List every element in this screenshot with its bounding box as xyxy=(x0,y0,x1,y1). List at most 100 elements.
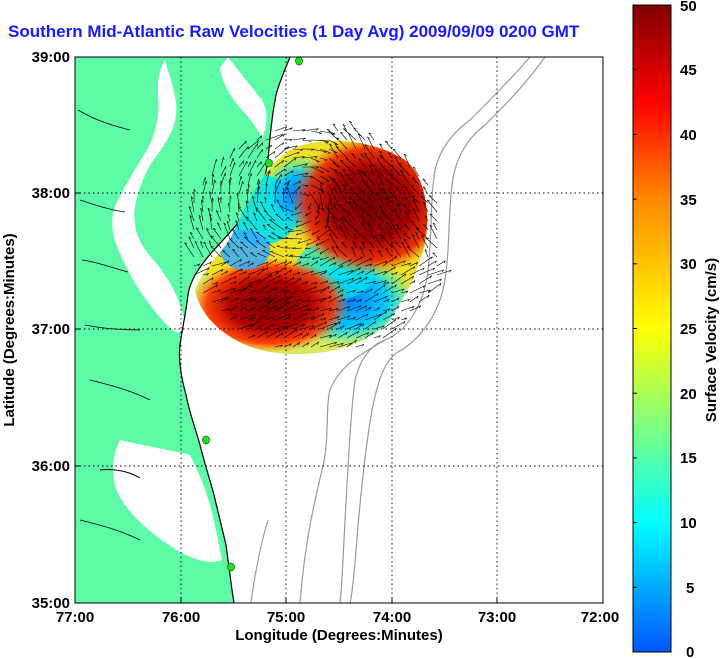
velocity-arrow xyxy=(328,166,344,176)
velocity-arrow-head xyxy=(220,180,223,184)
velocity-arrow-head xyxy=(207,267,210,271)
x-tick-label: 76:00 xyxy=(162,609,200,626)
velocity-arrow-head xyxy=(287,301,290,305)
velocity-arrow-head xyxy=(278,329,281,333)
velocity-arrow xyxy=(310,307,320,312)
colorbar-tick-label: 10 xyxy=(680,515,697,532)
velocity-arrow-head xyxy=(206,273,210,276)
velocity-arrow xyxy=(418,289,431,294)
velocity-arrow xyxy=(256,161,262,168)
velocity-arrow xyxy=(369,164,375,177)
velocity-arrow xyxy=(406,246,420,258)
velocity-arrow-head xyxy=(333,196,337,199)
velocity-arrow-head xyxy=(189,215,193,218)
velocity-arrow-head xyxy=(284,226,288,228)
velocity-arrow xyxy=(427,260,437,267)
velocity-arrow-head xyxy=(235,220,239,223)
velocity-arrow-head xyxy=(430,256,433,260)
velocity-arrow xyxy=(369,242,375,249)
velocity-arrow-head xyxy=(300,332,303,336)
velocity-arrow-head xyxy=(310,270,314,274)
velocity-arrow xyxy=(292,156,305,159)
velocity-arrow-head xyxy=(351,153,355,155)
velocity-arrow xyxy=(292,261,302,267)
velocity-arrow xyxy=(310,166,324,173)
velocity-arrow-head xyxy=(413,280,416,284)
velocity-arrow-head xyxy=(290,213,294,216)
velocity-arrow-head xyxy=(244,236,248,238)
velocity-arrow-head xyxy=(285,325,289,328)
velocity-arrow-head xyxy=(235,212,239,215)
velocity-arrow-head xyxy=(210,245,214,248)
velocity-arrow-head xyxy=(234,276,237,279)
velocity-arrow-head xyxy=(394,284,397,288)
velocity-arrow-head xyxy=(314,281,318,285)
velocity-arrow xyxy=(328,316,340,321)
velocity-arrow xyxy=(346,289,356,294)
velocity-arrow-head xyxy=(232,287,236,291)
velocity-arrow-head xyxy=(305,172,309,176)
velocity-arrow-head xyxy=(415,262,419,265)
velocity-arrow xyxy=(418,267,435,276)
velocity-arrow-head xyxy=(413,266,416,270)
velocity-arrow xyxy=(364,306,372,312)
velocity-arrow-head xyxy=(299,277,302,281)
velocity-arrow-head xyxy=(390,242,394,245)
velocity-arrow-head xyxy=(336,281,340,284)
velocity-arrow xyxy=(328,342,344,348)
velocity-arrow-head xyxy=(423,285,426,289)
velocity-arrow xyxy=(283,139,293,141)
velocity-arrow-head xyxy=(424,215,428,218)
velocity-arrow xyxy=(211,289,221,294)
velocity-arrow xyxy=(342,168,348,177)
velocity-arrow-head xyxy=(200,207,203,211)
velocity-arrow-head xyxy=(406,211,409,215)
colorbar xyxy=(632,4,672,653)
velocity-arrow xyxy=(209,191,213,204)
velocity-arrow xyxy=(373,310,387,321)
velocity-arrow xyxy=(239,246,249,258)
velocity-arrow-head xyxy=(291,295,294,299)
velocity-arrow xyxy=(326,211,330,224)
velocity-arrow-head xyxy=(422,267,425,271)
velocity-arrow xyxy=(220,276,237,285)
velocity-arrow-head xyxy=(288,316,291,320)
velocity-arrow xyxy=(376,181,384,195)
velocity-arrow xyxy=(410,184,420,195)
velocity-arrow-head xyxy=(418,305,422,309)
velocity-arrow-head xyxy=(265,261,269,265)
velocity-arrow-head xyxy=(340,159,344,162)
velocity-arrow xyxy=(394,241,402,249)
velocity-arrow xyxy=(319,130,336,135)
velocity-arrow-head xyxy=(374,168,378,170)
velocity-arrow xyxy=(381,165,393,177)
chesapeake-bay xyxy=(112,60,185,333)
velocity-arrow xyxy=(301,128,319,132)
velocity-arrow xyxy=(275,213,285,222)
velocity-arrow-head xyxy=(315,128,319,131)
velocity-arrow xyxy=(301,175,314,178)
velocity-arrow-head xyxy=(366,313,369,317)
velocity-arrow xyxy=(247,317,254,321)
velocity-arrow xyxy=(337,306,351,312)
velocity-arrow-head xyxy=(252,314,256,317)
velocity-arrow xyxy=(377,175,384,186)
velocity-arrow-head xyxy=(334,262,337,265)
velocity-arrow xyxy=(341,242,348,249)
velocity-arrow-head xyxy=(360,256,363,260)
velocity-arrow xyxy=(404,197,411,204)
velocity-arrow-head xyxy=(217,222,220,225)
velocity-arrow xyxy=(422,178,429,186)
velocity-arrow-head xyxy=(231,228,235,231)
velocity-arrow xyxy=(325,207,339,222)
velocity-arrow xyxy=(381,188,393,204)
velocity-arrow xyxy=(418,275,432,285)
pamlico-sound xyxy=(112,440,222,563)
velocity-arrow xyxy=(403,232,411,240)
velocity-arrow-head xyxy=(240,241,244,243)
velocity-arrow-head xyxy=(319,257,323,261)
velocity-arrow xyxy=(202,180,207,195)
x-tick-label: 75:00 xyxy=(267,609,305,626)
velocity-arrow xyxy=(211,297,227,303)
velocity-arrow-head xyxy=(376,293,379,297)
